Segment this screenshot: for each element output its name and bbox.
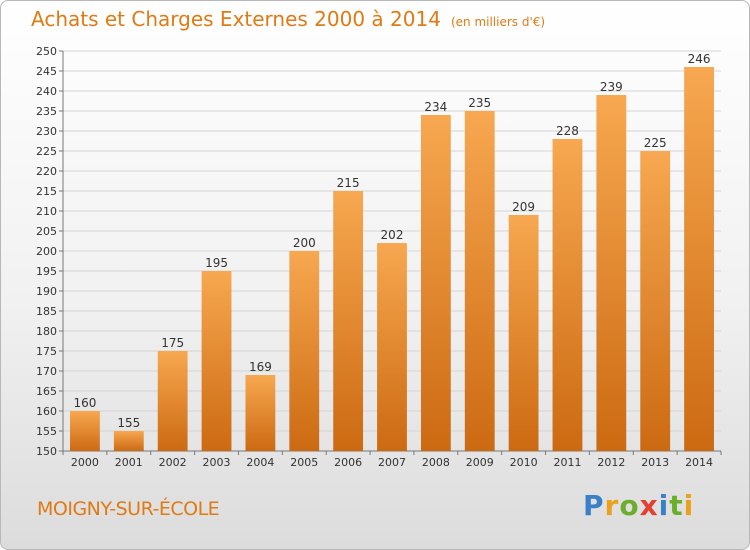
bars <box>70 67 714 451</box>
bar <box>508 215 539 451</box>
bar-value-label: 160 <box>73 396 96 410</box>
x-tick-label: 2002 <box>159 456 187 469</box>
bar <box>464 111 495 451</box>
x-tick-label: 2010 <box>510 456 538 469</box>
x-tick-label: 2012 <box>597 456 625 469</box>
proxiti-logo: Proxiti <box>583 489 694 522</box>
y-tick-label: 190 <box>36 285 57 298</box>
logo-letter: r <box>604 489 620 522</box>
value-labels: 160 155 175 195 169 200 215 202 234 235 209 228 239 2… <box>73 52 710 430</box>
x-tick-label: 2008 <box>422 456 450 469</box>
x-tick-label: 2014 <box>685 456 713 469</box>
x-tick-label: 2009 <box>466 456 494 469</box>
y-tick-label: 240 <box>36 85 57 98</box>
logo-letter: i <box>683 489 695 522</box>
bar-value-label: 209 <box>512 200 535 214</box>
y-tick-label: 225 <box>36 145 57 158</box>
y-tick-label: 175 <box>36 345 57 358</box>
bar <box>420 115 451 451</box>
bar-value-label: 225 <box>644 136 667 150</box>
logo-letter: P <box>583 489 605 522</box>
bar-value-label: 234 <box>424 100 447 114</box>
bar <box>377 243 407 451</box>
y-tick-label: 245 <box>36 65 57 78</box>
bar <box>596 95 627 451</box>
y-tick-label: 200 <box>36 245 57 258</box>
x-tick-label: 2006 <box>334 456 362 469</box>
y-tick-label: 230 <box>36 125 57 138</box>
bar <box>245 375 276 451</box>
bar-value-label: 246 <box>688 52 711 66</box>
chart-subtitle: (en milliers d'€) <box>450 15 546 29</box>
y-tick-label: 235 <box>36 105 57 118</box>
y-tick-label: 165 <box>36 385 57 398</box>
x-tick-label: 2001 <box>115 456 143 469</box>
x-tick-label: 2005 <box>290 456 318 469</box>
x-tick-label: 2011 <box>553 456 581 469</box>
bar-value-label: 200 <box>293 236 316 250</box>
y-tick-label: 180 <box>36 325 57 338</box>
y-tick-label: 160 <box>36 405 57 418</box>
bar <box>113 431 144 451</box>
y-tick-label: 205 <box>36 225 57 238</box>
bar <box>201 271 232 451</box>
y-tick-label: 155 <box>36 425 57 438</box>
y-tick-label: 220 <box>36 165 57 178</box>
x-tick-label: 2000 <box>71 456 99 469</box>
bar <box>333 191 364 451</box>
bar-value-label: 228 <box>556 124 579 138</box>
bar-value-label: 195 <box>205 256 228 270</box>
y-tick-label: 170 <box>36 365 57 378</box>
x-tick-label: 2003 <box>203 456 231 469</box>
bar <box>289 251 320 451</box>
bar-value-label: 175 <box>161 336 184 350</box>
bar-value-label: 239 <box>600 80 623 94</box>
x-tick-label: 2013 <box>641 456 669 469</box>
bar-value-label: 155 <box>117 416 140 430</box>
town-name: MOIGNY-SUR-ÉCOLE <box>37 498 220 520</box>
bar-value-label: 202 <box>381 228 404 242</box>
y-tick-label: 185 <box>36 305 57 318</box>
logo-letter: o <box>619 489 640 522</box>
bar-value-label: 169 <box>249 360 272 374</box>
y-tick-label: 150 <box>36 445 57 458</box>
bar-value-label: 235 <box>468 96 491 110</box>
chart-title-block: Achats et Charges Externes 2000 à 2014 (e… <box>31 7 545 31</box>
logo-letter: i <box>658 489 670 522</box>
chart-title: Achats et Charges Externes 2000 à 2014 <box>31 7 441 31</box>
bar <box>157 351 188 451</box>
x-tick-label: 2004 <box>246 456 274 469</box>
y-tick-label: 210 <box>36 205 57 218</box>
logo-letter: t <box>669 489 684 522</box>
y-tick-label: 195 <box>36 265 57 278</box>
y-tick-label: 250 <box>36 45 57 58</box>
logo-letter: x <box>639 489 659 522</box>
bar <box>70 411 100 451</box>
bar <box>640 151 671 451</box>
x-tick-label: 2007 <box>378 456 406 469</box>
bar <box>684 67 714 451</box>
bar <box>552 139 583 451</box>
bar-value-label: 215 <box>337 176 360 190</box>
y-tick-label: 215 <box>36 185 57 198</box>
